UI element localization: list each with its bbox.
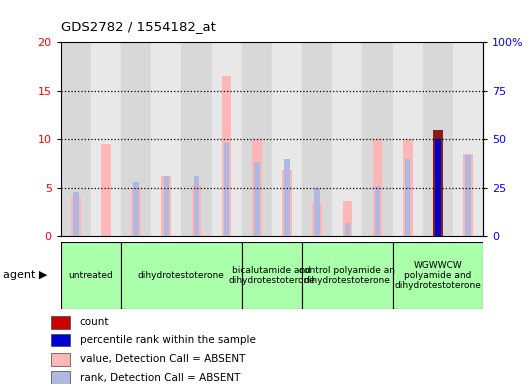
Bar [121, 42, 151, 236]
Bar [101, 144, 111, 236]
FancyBboxPatch shape [393, 242, 483, 309]
Bar [134, 182, 139, 236]
Bar [393, 42, 423, 236]
Bar [345, 223, 350, 236]
Bar [343, 201, 352, 236]
Bar [71, 197, 81, 236]
Bar [131, 188, 141, 236]
Bar [194, 176, 199, 236]
Bar [465, 155, 471, 236]
Bar [373, 139, 382, 236]
Bar [73, 192, 79, 236]
Text: untreated: untreated [69, 271, 114, 280]
Bar [51, 334, 70, 346]
FancyBboxPatch shape [302, 242, 393, 309]
Bar [302, 42, 332, 236]
Bar [282, 170, 292, 236]
Bar [313, 203, 322, 236]
Bar [212, 42, 242, 236]
Bar [51, 316, 70, 329]
Bar [362, 42, 393, 236]
Bar [164, 176, 169, 236]
Text: count: count [80, 317, 109, 327]
Bar [252, 139, 262, 236]
Text: rank, Detection Call = ABSENT: rank, Detection Call = ABSENT [80, 372, 240, 382]
Text: value, Detection Call = ABSENT: value, Detection Call = ABSENT [80, 354, 245, 364]
Bar [423, 42, 453, 236]
Bar [284, 159, 290, 236]
FancyBboxPatch shape [121, 242, 242, 309]
Text: WGWWCW
polyamide and
dihydrotestoterone: WGWWCW polyamide and dihydrotestoterone [394, 261, 482, 290]
Bar [272, 42, 302, 236]
Bar [315, 188, 320, 236]
Bar [433, 129, 442, 236]
Text: control polyamide an
dihydrotestoterone: control polyamide an dihydrotestoterone [299, 266, 395, 285]
Bar [182, 42, 212, 236]
Bar [151, 42, 182, 236]
FancyBboxPatch shape [61, 242, 121, 309]
Text: dihydrotestoterone: dihydrotestoterone [138, 271, 225, 280]
Bar [405, 159, 410, 236]
Bar [435, 139, 440, 236]
Bar [254, 162, 260, 236]
Bar [332, 42, 362, 236]
Bar [162, 176, 171, 236]
Bar [51, 353, 70, 366]
Bar [375, 186, 380, 236]
Bar [91, 42, 121, 236]
Bar [242, 42, 272, 236]
Bar [463, 154, 473, 236]
Bar [403, 139, 412, 236]
Bar [224, 143, 229, 236]
Text: percentile rank within the sample: percentile rank within the sample [80, 335, 256, 345]
Bar [453, 42, 483, 236]
Bar [192, 185, 201, 236]
Bar [222, 76, 231, 236]
Text: bicalutamide and
dihydrotestoterone: bicalutamide and dihydrotestoterone [229, 266, 315, 285]
Bar [51, 371, 70, 384]
FancyBboxPatch shape [242, 242, 302, 309]
Bar [61, 42, 91, 236]
Text: agent ▶: agent ▶ [3, 270, 47, 280]
Text: GDS2782 / 1554182_at: GDS2782 / 1554182_at [61, 20, 215, 33]
Bar [405, 159, 410, 236]
